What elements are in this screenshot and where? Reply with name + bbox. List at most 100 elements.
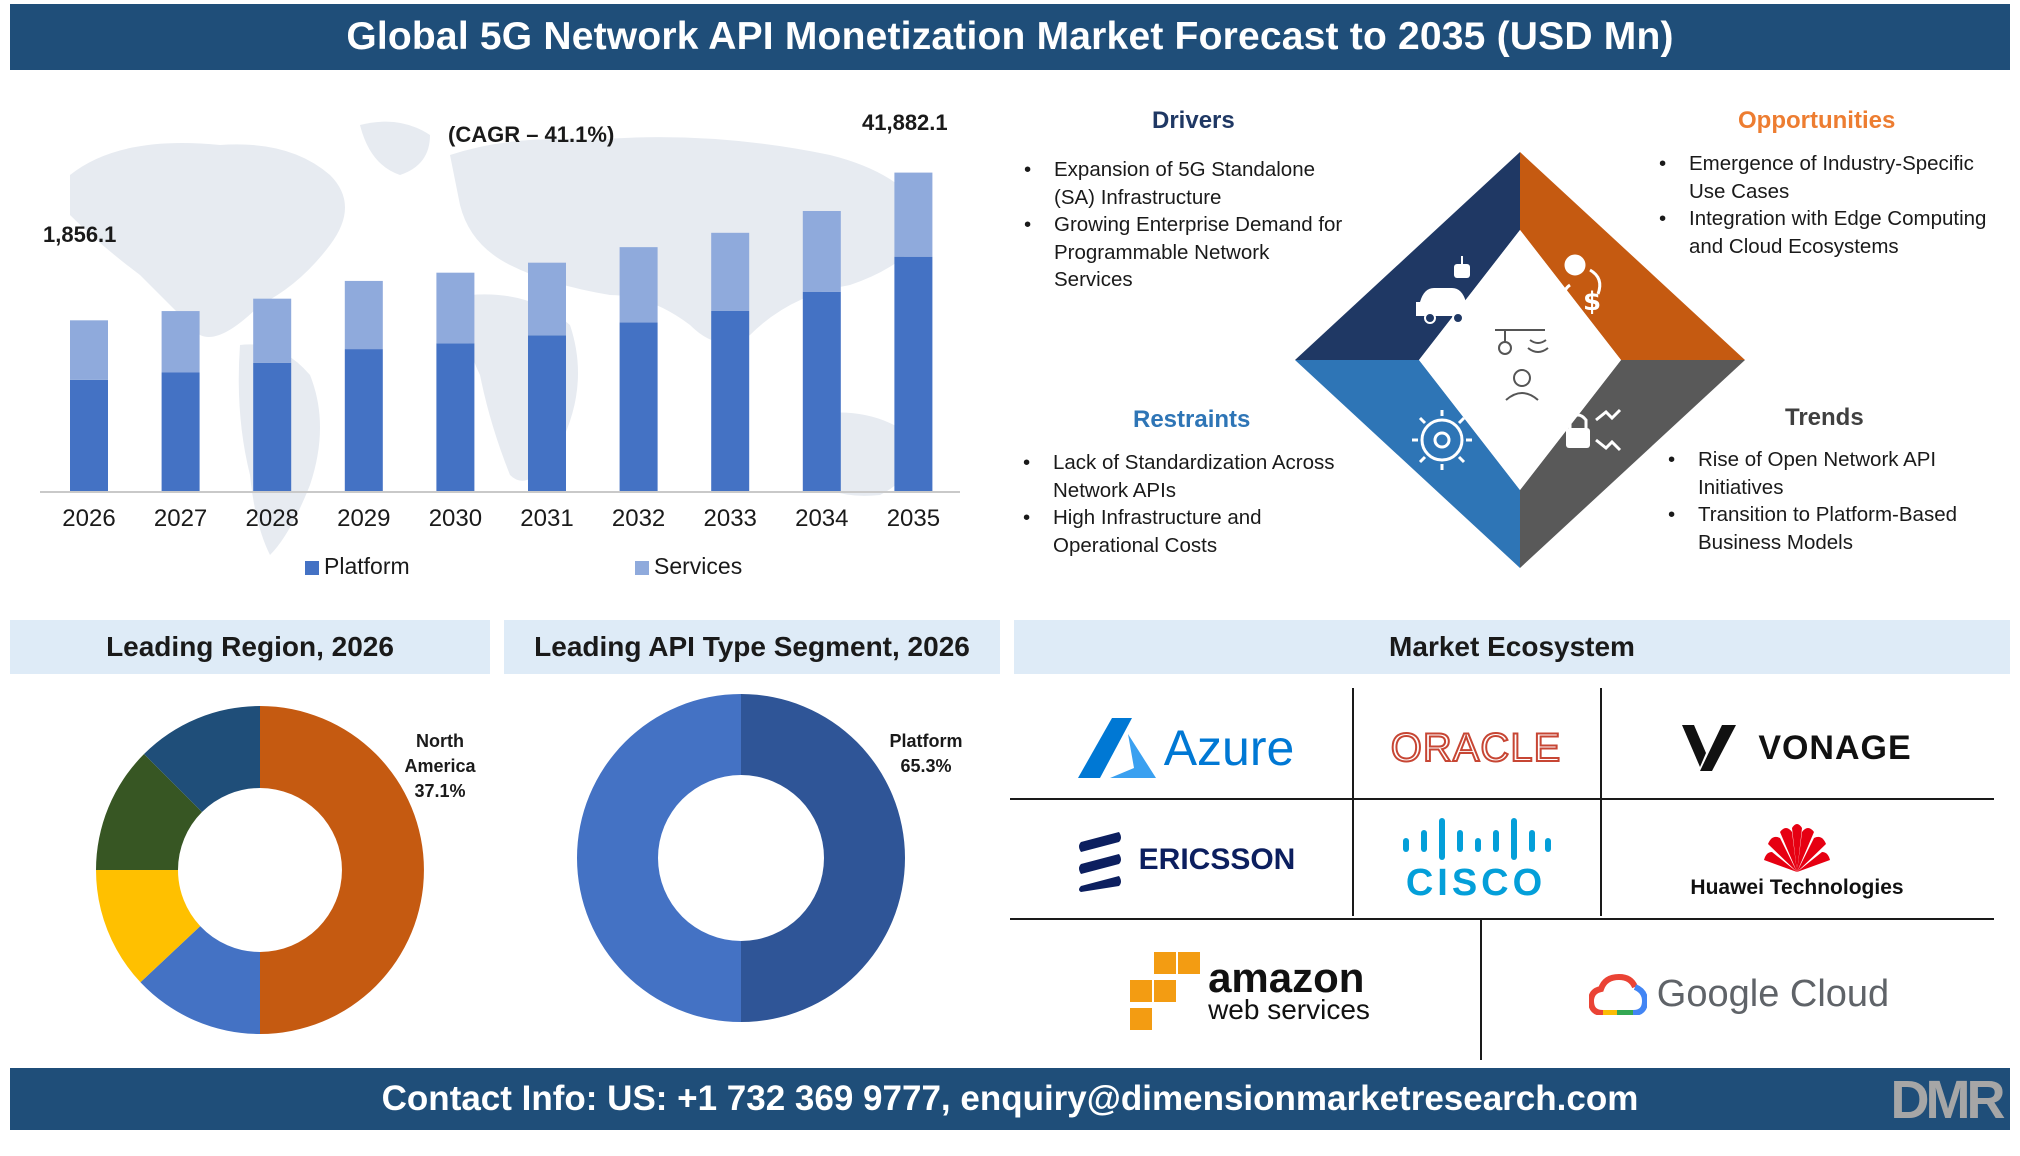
legend-swatch-services [635, 561, 649, 575]
eco-divider [1600, 688, 1602, 916]
opportunities-item: Emergence of Industry-Specific Use Cases [1659, 150, 1989, 205]
drivers-item: Expansion of 5G Standalone (SA) Infrastr… [1024, 156, 1344, 211]
drivers-title: Drivers [1152, 107, 1235, 134]
region-callout-value: 37.1% [414, 781, 466, 801]
drivers-list: Expansion of 5G Standalone (SA) Infrastr… [1024, 156, 1344, 294]
google-cloud-icon [1588, 973, 1647, 1015]
opportunities-title: Opportunities [1738, 107, 1896, 134]
x-tick-label: 2026 [62, 505, 115, 532]
diamond-trends-quadrant [1520, 360, 1745, 568]
vonage-logo: VONAGE [1602, 700, 1992, 796]
api-callout-value: 65.3% [900, 756, 952, 776]
drivers-item: Growing Enterprise Demand for Programmab… [1024, 211, 1344, 294]
bar-platform-2029 [344, 349, 383, 492]
bar-platform-2035 [894, 256, 933, 492]
vonage-icon [1682, 725, 1737, 771]
bar-platform-2034 [802, 291, 841, 492]
azure-wordmark: Azure [1163, 720, 1295, 776]
restraints-item: Lack of Standardization Across Network A… [1023, 449, 1353, 504]
region-callout-line1: North [416, 731, 464, 751]
eco-divider [1480, 920, 1482, 1060]
x-tick-label: 2035 [887, 505, 940, 532]
leading-api-header: Leading API Type Segment, 2026 [504, 620, 1000, 674]
x-tick-label: 2031 [520, 505, 573, 532]
connected-car-icon [1416, 256, 1470, 324]
region-callout: North America 37.1% [392, 729, 488, 804]
aws-wordmark-line2: web services [1208, 994, 1370, 1025]
oracle-logo: ORACLE [1354, 700, 1598, 796]
first-value-label: 1,856.1 [43, 222, 116, 247]
restraints-list: Lack of Standardization Across Network A… [1023, 449, 1353, 559]
person-network-icon [1495, 329, 1549, 401]
bar-platform-2033 [711, 310, 750, 492]
donut-slice-north-america [260, 706, 424, 1034]
cagr-annotation: (CAGR – 41.1%) [448, 122, 614, 147]
footer-contact-bar: Contact Info: US: +1 732 369 9777, enqui… [10, 1068, 2010, 1130]
eco-divider [1352, 688, 1354, 916]
ericsson-logo: ERICSSON [1020, 806, 1350, 914]
lock-trend-icon [1566, 408, 1622, 452]
x-tick-label: 2027 [154, 505, 207, 532]
azure-logo: Azure [1020, 700, 1350, 796]
legend-swatch-platform [305, 561, 319, 575]
leading-region-donut-chart [96, 706, 424, 1034]
trends-list: Rise of Open Network API Initiatives Tra… [1668, 446, 1988, 556]
bar-services-2028 [253, 298, 292, 363]
huawei-logo: Huawei Technologies [1602, 806, 1992, 914]
aws-logo: amazon web services [1020, 926, 1478, 1062]
diamond-drivers-quadrant [1295, 152, 1520, 360]
cisco-bars-icon [1403, 817, 1551, 860]
diamond-opportunities-quadrant [1520, 152, 1745, 360]
svg-text:$: $ [1583, 287, 1601, 317]
vonage-wordmark: VONAGE [1758, 728, 1912, 767]
opportunities-item: Integration with Edge Computing and Clou… [1659, 205, 1989, 260]
bar-services-2027 [161, 311, 200, 373]
chart-legend: Platform Services [305, 553, 742, 579]
api-callout: Platform 65.3% [876, 729, 976, 779]
bar-services-2031 [528, 262, 566, 336]
page-title: Global 5G Network API Monetization Marke… [10, 4, 2010, 70]
google-cloud-wordmark: Google Cloud [1656, 972, 1890, 1015]
aws-wordmark-line1: amazon [1208, 954, 1365, 1001]
monetization-icon: $ [1563, 254, 1602, 317]
azure-icon [1077, 718, 1156, 778]
donut-slice-4 [144, 706, 260, 813]
bar-services-2033 [711, 232, 750, 311]
eco-divider [1010, 798, 1994, 800]
x-tick-label: 2028 [246, 505, 299, 532]
bar-services-2034 [802, 210, 841, 292]
oracle-wordmark: ORACLE [1390, 725, 1562, 771]
trends-title: Trends [1785, 404, 1864, 431]
swot-diamond: $ [1295, 152, 1745, 568]
api-callout-line1: Platform [889, 731, 963, 751]
cisco-wordmark: CISCO [1405, 861, 1547, 904]
huawei-flower-icon [1764, 824, 1830, 872]
x-tick-label: 2032 [612, 505, 665, 532]
network-gear-icon [1412, 410, 1472, 470]
eco-divider [1010, 918, 1994, 920]
bar-services-2030 [436, 272, 475, 344]
ericsson-icon [1078, 832, 1121, 892]
leading-api-donut-chart [577, 694, 905, 1022]
legend-label-services: Services [654, 553, 742, 579]
contact-info: Contact Info: US: +1 732 369 9777, enqui… [381, 1079, 1639, 1118]
bar-services-2035 [894, 172, 933, 257]
donut-slice-2 [96, 870, 201, 983]
dmr-logo: DMR [1886, 1070, 2006, 1130]
dmr-logo-text: DMR [1890, 1070, 2006, 1130]
aws-wordmark: amazon web services [1208, 954, 1370, 1026]
aws-cubes-icon [1130, 952, 1201, 1030]
google-cloud-logo: Google Cloud [1484, 926, 1994, 1062]
x-tick-label: 2030 [429, 505, 482, 532]
bar-platform-2028 [253, 362, 292, 492]
leading-region-header: Leading Region, 2026 [10, 620, 490, 674]
restraints-title: Restraints [1133, 406, 1251, 433]
ericsson-wordmark: ERICSSON [1138, 843, 1296, 876]
bar-platform-2031 [528, 335, 566, 492]
bar-group [70, 172, 933, 492]
donut-slice-1 [577, 694, 741, 1022]
region-callout-line2: America [404, 756, 476, 776]
x-tick-label: 2033 [704, 505, 757, 532]
cisco-logo: CISCO [1354, 806, 1598, 914]
bar-platform-2026 [70, 379, 108, 492]
